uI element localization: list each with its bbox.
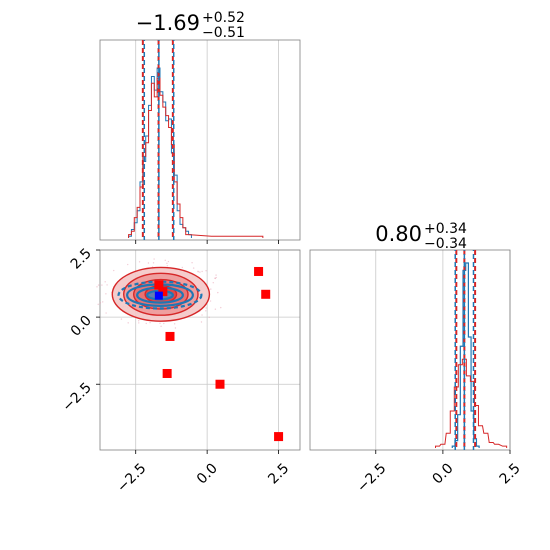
- sample-point: [120, 318, 123, 320]
- sample-point: [127, 263, 129, 266]
- marker-red: [154, 280, 164, 290]
- marker-red: [274, 432, 284, 442]
- histogram-panel-param1: [99, 39, 301, 244]
- sample-point: [208, 316, 210, 319]
- x-tick-label: 0.0: [430, 460, 457, 487]
- sample-point: [164, 259, 166, 262]
- sample-point: [192, 267, 195, 269]
- title-param1-upper: +0.52: [202, 10, 245, 26]
- sample-point: [217, 291, 219, 294]
- sample-point: [215, 276, 217, 279]
- sample-point: [209, 300, 212, 302]
- sample-point: [163, 322, 165, 325]
- sample-point: [199, 271, 201, 273]
- contour-blue: [117, 280, 203, 310]
- sample-point: [205, 310, 207, 312]
- x-tick-label: 2.5: [265, 460, 292, 487]
- sample-point: [215, 274, 217, 276]
- sample-point: [212, 281, 214, 284]
- sample-point: [97, 303, 99, 306]
- sample-point: [160, 325, 162, 328]
- sample-point: [152, 262, 155, 264]
- y-tick-label: 2.5: [68, 246, 95, 273]
- sample-point: [174, 327, 177, 329]
- sample-point: [214, 277, 217, 280]
- sample-point: [191, 262, 193, 264]
- sample-point: [167, 260, 170, 263]
- sample-point: [205, 307, 207, 309]
- sample-point: [166, 262, 168, 265]
- sample-point: [166, 265, 169, 267]
- histogram-series-red: [128, 77, 264, 238]
- sample-point: [220, 306, 222, 309]
- sample-point: [147, 262, 150, 264]
- sample-point: [205, 270, 207, 272]
- x-tick-label: 0.0: [194, 460, 221, 487]
- marker-blue: [154, 291, 163, 300]
- marker-red: [162, 368, 172, 378]
- marker-red: [158, 287, 168, 297]
- marker-red: [165, 331, 175, 341]
- sample-point: [104, 281, 106, 283]
- sample-point: [137, 320, 140, 322]
- x-tick-label: −2.5: [114, 460, 149, 495]
- sample-point: [127, 322, 129, 324]
- sample-point: [153, 258, 155, 260]
- sample-point: [102, 301, 104, 303]
- axes-frame: [99, 39, 301, 241]
- sample-point: [97, 284, 100, 286]
- title-param2: 0.80: [375, 222, 422, 246]
- marker-red: [254, 266, 264, 276]
- sample-point: [173, 323, 176, 325]
- histogram-series-red: [435, 358, 508, 448]
- y-tick-label: −2.5: [59, 380, 94, 415]
- sample-point: [105, 293, 107, 295]
- sample-point: [201, 270, 203, 273]
- sample-point: [138, 322, 140, 324]
- sample-point: [210, 288, 212, 290]
- title-param1: −1.69: [136, 11, 200, 35]
- marker-red: [261, 289, 271, 299]
- sample-point: [113, 269, 115, 272]
- sample-point: [138, 261, 141, 263]
- axes-frame: [309, 249, 511, 451]
- histogram-panel-param2: −2.5 0.0 2.5: [309, 249, 524, 496]
- sample-point: [159, 322, 161, 324]
- y-tick-label: 0.0: [68, 313, 95, 340]
- sample-point: [99, 302, 102, 304]
- title-param2-upper: +0.34: [424, 221, 467, 237]
- sample-point: [106, 284, 108, 286]
- title-param2-lower: −0.34: [424, 236, 467, 252]
- sample-point: [145, 322, 147, 325]
- sample-point: [101, 284, 103, 286]
- sample-point: [200, 321, 203, 323]
- x-tick-label: 2.5: [497, 460, 524, 487]
- axes-frame: [99, 249, 301, 451]
- title-param1-lower: −0.51: [202, 25, 245, 41]
- sample-point: [181, 266, 184, 269]
- x-tick-label: −2.5: [354, 460, 389, 495]
- joint-scatter-panel: −2.5 0.0 2.5 2.5 0.0 −2.5: [59, 246, 301, 496]
- sample-point: [96, 286, 98, 288]
- sample-point: [149, 321, 151, 324]
- sample-point: [197, 271, 199, 273]
- marker-red: [215, 379, 225, 389]
- sample-point: [201, 314, 203, 316]
- sample-point: [105, 312, 107, 314]
- sample-point: [214, 308, 217, 310]
